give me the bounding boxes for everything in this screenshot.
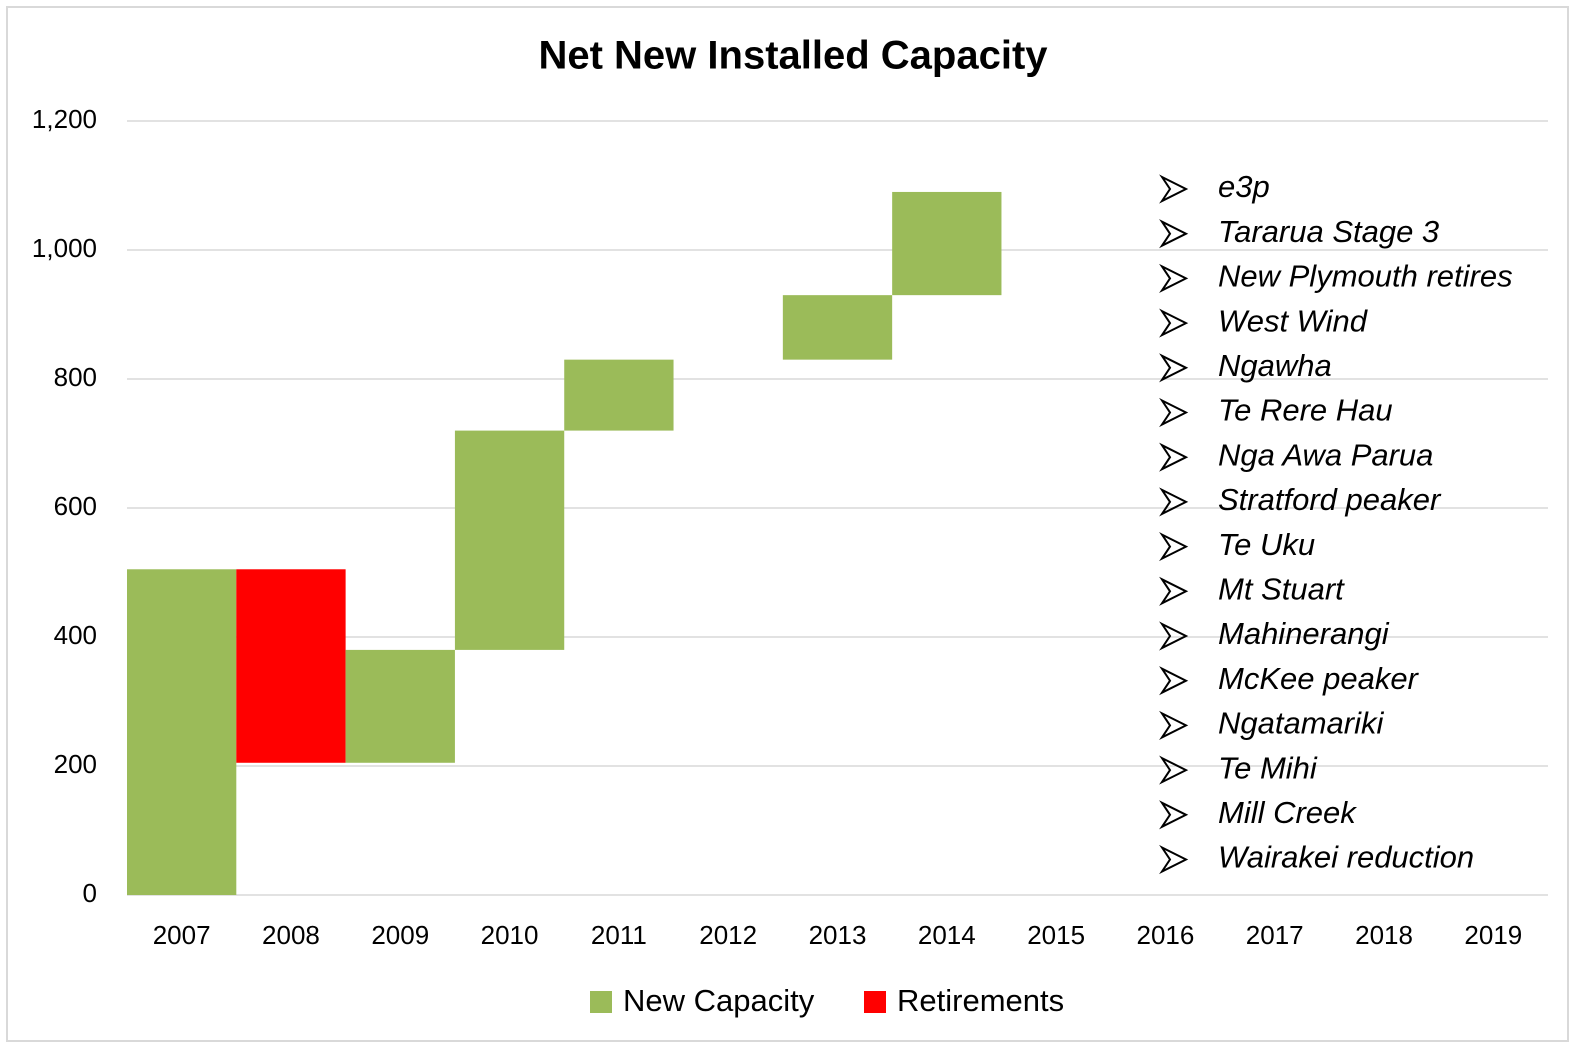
y-tick-label: 1,200: [32, 104, 97, 134]
bullet-arrow: [1159, 532, 1189, 562]
bullet-arrow: [1159, 308, 1189, 338]
legend-swatch: [864, 991, 886, 1013]
x-tick-label: 2010: [481, 920, 539, 950]
legend-swatch: [590, 991, 612, 1013]
bar-segment: [454, 430, 565, 650]
chart-title: Net New Installed Capacity: [538, 34, 1048, 78]
x-tick-label: 2014: [918, 920, 976, 950]
bar-segment: [127, 569, 237, 895]
bullet-arrow: [1159, 442, 1189, 472]
annotation: Nga Awa Parua: [1218, 437, 1433, 472]
annotation: Te Uku: [1218, 527, 1315, 562]
bullet-arrow: [1159, 576, 1189, 606]
y-tick-label: 0: [83, 878, 97, 908]
bar-segment: [345, 649, 455, 763]
x-tick-label: 2008: [262, 920, 320, 950]
x-tick-label: 2017: [1246, 920, 1304, 950]
bullet-arrow: [1159, 353, 1189, 383]
annotation: e3p: [1218, 169, 1270, 204]
bullet-arrow: [1159, 621, 1189, 651]
x-tick-label: 2016: [1137, 920, 1195, 950]
legend-label: Retirements: [897, 983, 1064, 1018]
bar-segment: [782, 295, 893, 360]
annotation: Mt Stuart: [1218, 571, 1345, 606]
annotation: Mill Creek: [1218, 795, 1357, 830]
bar-segment: [892, 191, 1002, 296]
bullet-arrow: [1159, 219, 1189, 249]
annotation: Tararua Stage 3: [1218, 214, 1439, 249]
annotation: Wairakei reduction: [1218, 840, 1474, 875]
bullet-arrow: [1159, 755, 1189, 785]
bullet-arrow: [1159, 487, 1189, 517]
bar-segment: [236, 569, 346, 763]
y-tick-label: 400: [54, 620, 97, 650]
y-tick-label: 800: [54, 362, 97, 392]
annotation: New Plymouth retires: [1218, 259, 1513, 294]
bullet-arrow: [1159, 710, 1189, 740]
bullet-arrow: [1159, 666, 1189, 696]
bullet-arrow: [1159, 844, 1189, 875]
bar-segment: [564, 359, 674, 431]
y-tick-label: 200: [54, 749, 97, 779]
legend-label: New Capacity: [623, 983, 815, 1018]
annotation: Mahinerangi: [1218, 616, 1390, 651]
x-tick-label: 2011: [591, 920, 647, 950]
y-tick-label: 600: [54, 491, 97, 521]
x-tick-label: 2019: [1464, 920, 1522, 950]
x-tick-label: 2013: [809, 920, 867, 950]
annotation: Stratford peaker: [1218, 482, 1442, 517]
annotation: McKee peaker: [1218, 661, 1420, 696]
annotation: Ngatamariki: [1218, 706, 1384, 741]
x-tick-label: 2018: [1355, 920, 1413, 950]
bullet-arrow: [1159, 263, 1189, 293]
chart-frame: [6, 6, 1569, 1042]
x-tick-label: 2009: [371, 920, 429, 950]
y-tick-label: 1,000: [32, 233, 97, 263]
annotation: Te Mihi: [1218, 750, 1318, 785]
x-tick-label: 2012: [699, 920, 757, 950]
x-tick-label: 2007: [153, 920, 211, 950]
annotation: West Wind: [1218, 303, 1369, 338]
x-tick-label: 2015: [1027, 920, 1085, 950]
bullet-arrow: [1159, 800, 1189, 830]
annotation: Ngawha: [1218, 348, 1332, 383]
bullet-arrow: [1159, 397, 1189, 428]
annotation: Te Rere Hau: [1218, 393, 1393, 428]
bullet-arrow: [1159, 174, 1189, 204]
